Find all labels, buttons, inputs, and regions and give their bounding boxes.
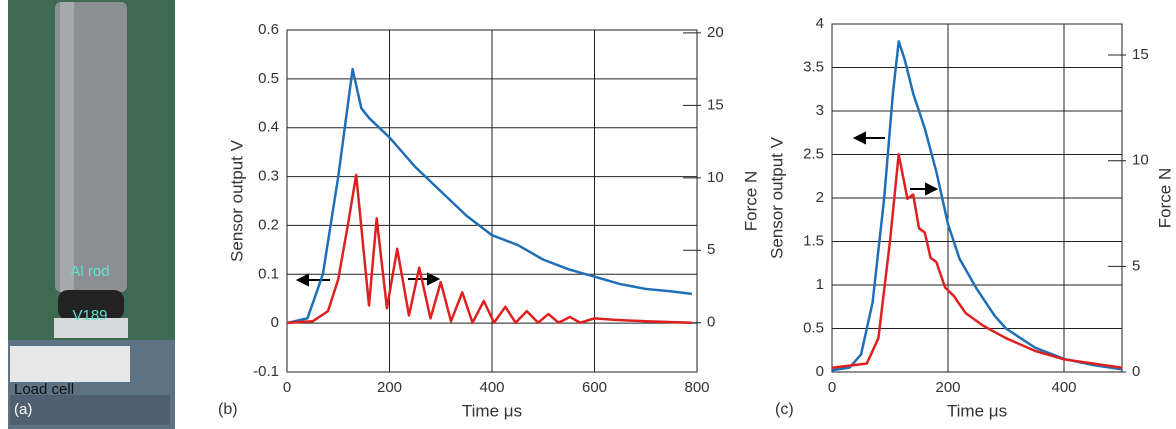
y2-tick-label: 5 xyxy=(1132,257,1140,274)
y2-tick-label: 10 xyxy=(1132,152,1149,169)
x-tick-label: 400 xyxy=(479,379,504,396)
data-line xyxy=(286,67,693,325)
y-tick-label: 4 xyxy=(816,15,824,32)
y-tick-label: 0.2 xyxy=(258,216,279,233)
data-line xyxy=(286,173,692,324)
y-tick-label: 0.3 xyxy=(258,168,279,185)
y-tick-label: 0.4 xyxy=(258,119,279,136)
y2-tick-label: 0 xyxy=(1132,363,1140,380)
data-line xyxy=(831,40,1123,372)
x-axis-label: Time μs xyxy=(462,401,522,420)
arrow-head xyxy=(295,273,309,287)
y-tick-label: 2 xyxy=(816,189,824,206)
photo-label: Al rod xyxy=(70,263,109,280)
y-tick-label: 2.5 xyxy=(803,145,824,162)
photo-label: Load cell xyxy=(14,381,74,398)
x-tick-label: 200 xyxy=(935,379,960,396)
y-tick-label: 0.6 xyxy=(258,21,279,38)
y2-tick-label: 5 xyxy=(707,241,715,258)
y-tick-label: 3.5 xyxy=(803,58,824,75)
v189-sensor xyxy=(58,290,124,320)
x-tick-label: 600 xyxy=(582,379,607,396)
y2-tick-label: 20 xyxy=(707,24,724,41)
y2-tick-label: 15 xyxy=(707,96,724,113)
y2-tick-label: 0 xyxy=(707,314,715,331)
x-tick-label: 800 xyxy=(684,379,709,396)
x-tick-label: 0 xyxy=(283,379,291,396)
y2-axis-label: Force N xyxy=(741,171,760,231)
x-tick-label: 0 xyxy=(828,379,836,396)
y2-tick-label: 10 xyxy=(707,169,724,186)
arrows xyxy=(295,131,939,287)
y-tick-label: 0.5 xyxy=(258,70,279,87)
y-tick-label: 0.5 xyxy=(803,319,824,336)
y2-axis-label: Force N xyxy=(1155,168,1174,228)
photo-label: V189 xyxy=(72,307,107,324)
rod-highlight xyxy=(60,2,74,292)
y-axis-label: Sensor output V xyxy=(227,139,246,262)
panel-label: (c) xyxy=(775,401,794,418)
x-tick-label: 200 xyxy=(377,379,402,396)
y2-tick-label: 15 xyxy=(1132,46,1149,63)
y-tick-label: 3 xyxy=(816,102,824,119)
y-tick-label: -0.1 xyxy=(253,363,279,380)
photo: Al rod V189 Load cell (a) xyxy=(8,0,175,429)
panel-label: (b) xyxy=(218,401,238,418)
arrow-head xyxy=(925,182,939,196)
x-tick-label: 400 xyxy=(1051,379,1076,396)
x-axis-label: Time μs xyxy=(947,401,1007,420)
arrow-head xyxy=(427,272,441,286)
y-tick-label: 0 xyxy=(271,314,279,331)
y-tick-label: 0 xyxy=(816,363,824,380)
data-line xyxy=(831,153,1123,370)
y-tick-label: 0.1 xyxy=(258,265,279,282)
y-axis-label: Sensor output V xyxy=(767,136,786,259)
arrow-head xyxy=(852,131,866,145)
panel-label: (a) xyxy=(14,401,32,418)
load-cell xyxy=(10,346,130,382)
y-tick-label: 1 xyxy=(816,276,824,293)
clamp xyxy=(10,395,170,425)
y-tick-label: 1.5 xyxy=(803,232,824,249)
sensor-base xyxy=(54,318,128,338)
